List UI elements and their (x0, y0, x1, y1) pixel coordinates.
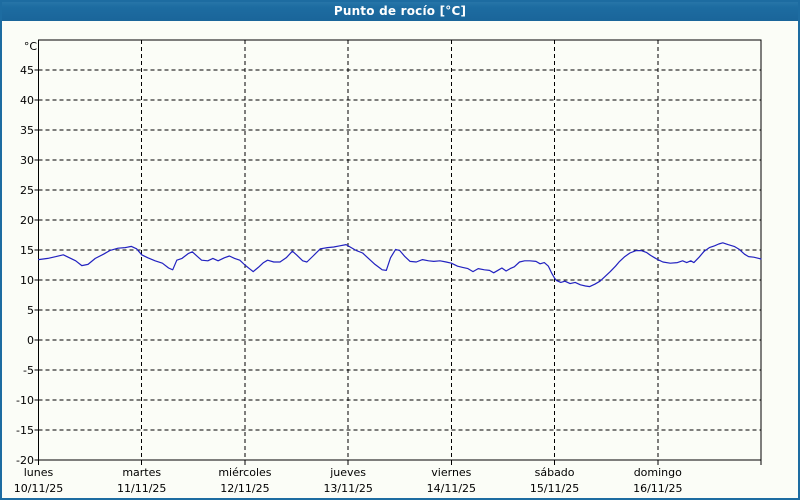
day-date-label: 12/11/25 (220, 482, 269, 495)
y-tick-label: -20 (16, 454, 34, 467)
chart-title: Punto de rocío [°C] (333, 3, 467, 18)
y-tick-label: -5 (23, 364, 34, 377)
y-axis-unit-label: °C (24, 40, 38, 53)
day-date-label: 16/11/25 (633, 482, 682, 495)
y-tick-label: 35 (20, 124, 34, 137)
day-date-label: 15/11/25 (530, 482, 579, 495)
y-tick-label: 20 (20, 214, 34, 227)
day-date-label: 10/11/25 (14, 482, 63, 495)
y-tick-label: 45 (20, 64, 34, 77)
day-name-label: sábado (535, 466, 575, 479)
day-name-label: miércoles (218, 466, 271, 479)
y-tick-label: -10 (16, 394, 34, 407)
y-tick-label: 40 (20, 94, 34, 107)
y-tick-label: 15 (20, 244, 34, 257)
y-tick-label: 5 (27, 304, 34, 317)
day-name-label: domingo (634, 466, 682, 479)
plot-frame (38, 39, 762, 461)
y-tick-label: 30 (20, 154, 34, 167)
chart-titlebar: Punto de rocío [°C] (0, 0, 800, 21)
day-name-label: jueves (329, 466, 366, 479)
y-tick-label: -15 (16, 424, 34, 437)
y-tick-label: 10 (20, 274, 34, 287)
day-name-label: viernes (431, 466, 471, 479)
y-tick-label: 25 (20, 184, 34, 197)
day-name-label: martes (122, 466, 161, 479)
day-date-label: 14/11/25 (427, 482, 476, 495)
y-tick-label: 0 (27, 334, 34, 347)
series-line (37, 242, 762, 288)
day-date-label: 13/11/25 (323, 482, 372, 495)
day-date-label: 11/11/25 (117, 482, 166, 495)
day-name-label: lunes (24, 466, 54, 479)
